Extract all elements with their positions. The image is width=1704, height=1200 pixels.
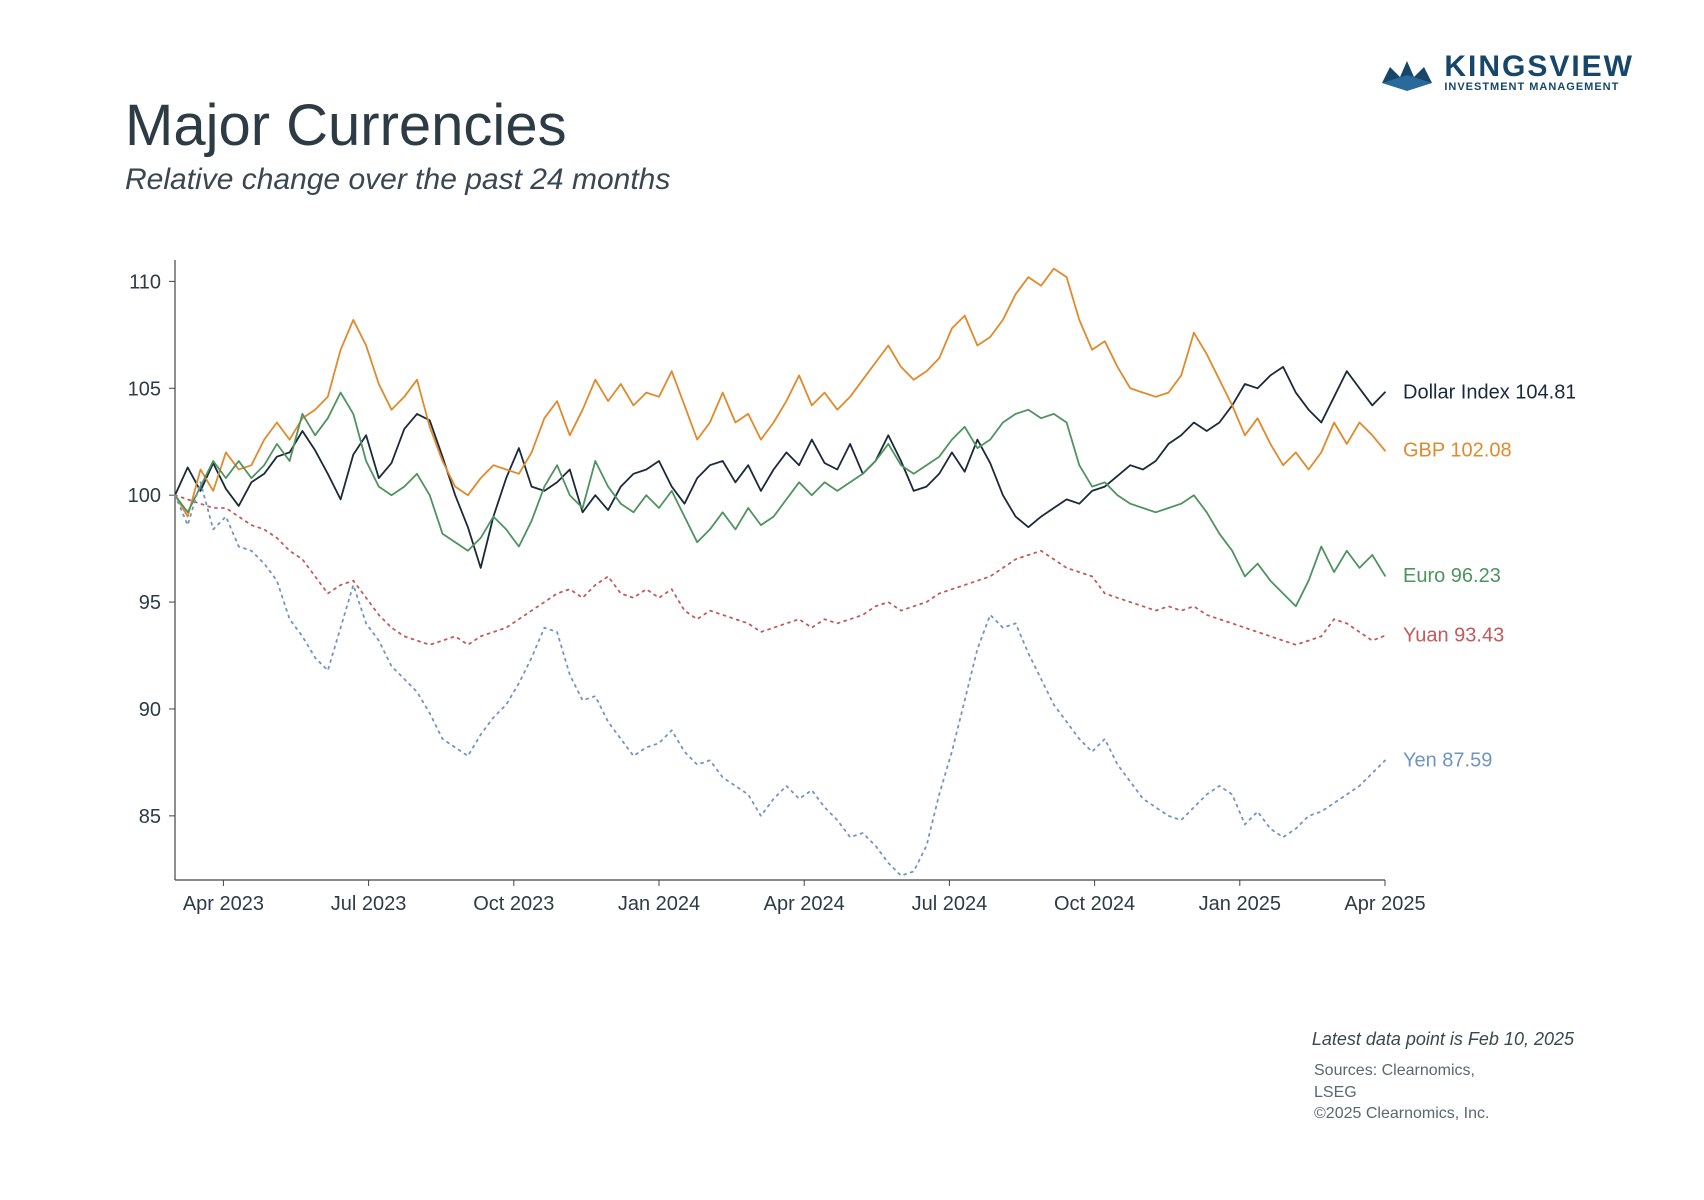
source-line: ©2025 Clearnomics, Inc. bbox=[1314, 1103, 1574, 1125]
svg-text:Yen 87.59: Yen 87.59 bbox=[1403, 749, 1492, 771]
svg-text:85: 85 bbox=[139, 806, 161, 828]
svg-text:Apr 2025: Apr 2025 bbox=[1344, 893, 1425, 915]
source-line: Sources: Clearnomics, bbox=[1314, 1060, 1574, 1082]
chart-subtitle: Relative change over the past 24 months bbox=[125, 163, 670, 197]
svg-text:Euro 96.23: Euro 96.23 bbox=[1403, 565, 1501, 587]
svg-text:Apr 2023: Apr 2023 bbox=[183, 893, 264, 915]
svg-text:Dollar Index 104.81: Dollar Index 104.81 bbox=[1403, 381, 1575, 403]
currencies-chart: 85 90 95 100 105 110 Apr 2023 Jul 2023 Oct 2023 J… bbox=[105, 260, 1575, 960]
svg-text:Oct 2023: Oct 2023 bbox=[473, 893, 554, 915]
brand-name: KINGSVIEW bbox=[1444, 52, 1634, 82]
svg-text:Yuan 93.43: Yuan 93.43 bbox=[1403, 625, 1504, 647]
svg-text:Oct 2024: Oct 2024 bbox=[1054, 893, 1135, 915]
svg-text:Jan 2024: Jan 2024 bbox=[618, 893, 700, 915]
svg-text:Jul 2023: Jul 2023 bbox=[331, 893, 407, 915]
sources: Sources: Clearnomics, LSEG ©2025 Clearno… bbox=[1314, 1060, 1574, 1125]
crown-icon bbox=[1380, 53, 1434, 93]
svg-text:95: 95 bbox=[139, 592, 161, 614]
chart-title: Major Currencies bbox=[125, 92, 670, 159]
svg-text:GBP 102.08: GBP 102.08 bbox=[1403, 440, 1512, 462]
svg-text:110: 110 bbox=[129, 271, 161, 293]
svg-text:Jul 2024: Jul 2024 bbox=[912, 893, 988, 915]
brand-sub: INVESTMENT MANAGEMENT bbox=[1444, 82, 1634, 93]
brand-logo: KINGSVIEW INVESTMENT MANAGEMENT bbox=[1380, 52, 1634, 93]
svg-text:Apr 2024: Apr 2024 bbox=[764, 893, 845, 915]
footnote: Latest data point is Feb 10, 2025 bbox=[1312, 1029, 1574, 1050]
source-line: LSEG bbox=[1314, 1082, 1574, 1104]
svg-text:Jan 2025: Jan 2025 bbox=[1199, 893, 1281, 915]
svg-text:100: 100 bbox=[128, 485, 161, 507]
svg-text:105: 105 bbox=[128, 378, 161, 400]
svg-text:90: 90 bbox=[139, 699, 161, 721]
